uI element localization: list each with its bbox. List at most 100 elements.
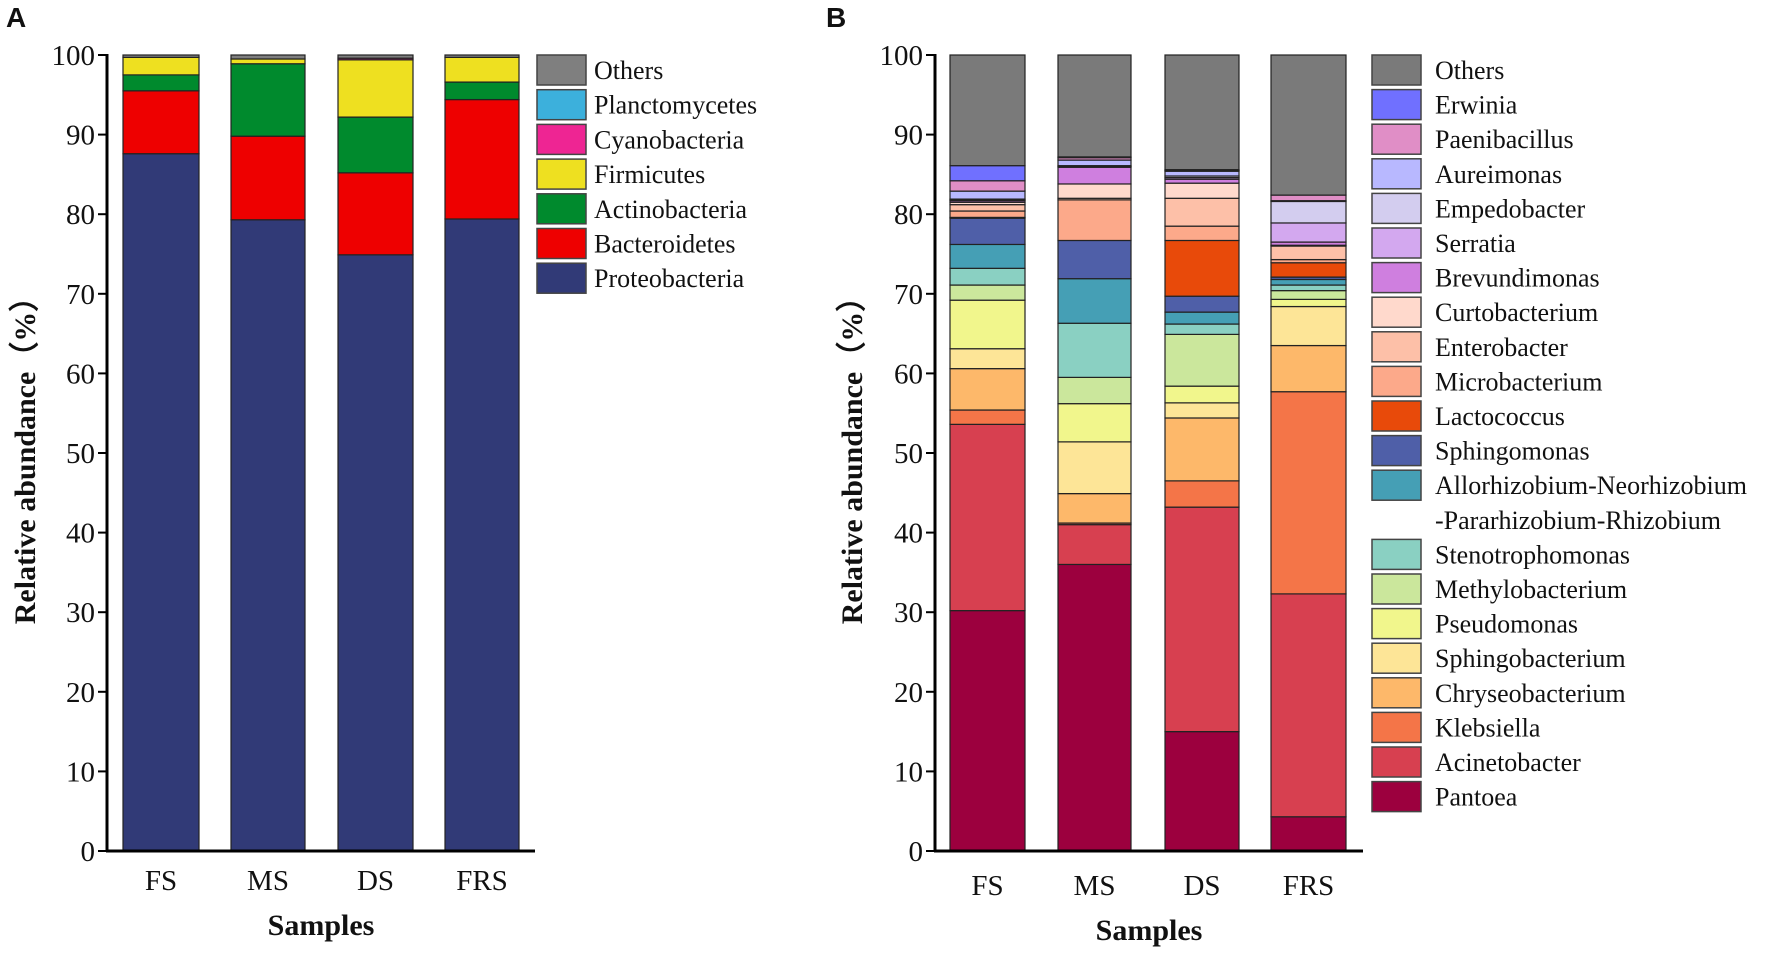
legend-item: Actinobacteria [536,193,747,225]
legend-item: Planctomycetes [536,88,757,121]
legend-swatch [1371,746,1422,778]
bar-segment [1164,506,1240,733]
legend-swatch [1371,54,1422,86]
bar-stack-fs [122,54,200,852]
legend-item: Firmicutes [536,158,705,190]
y-tick-label: 70 [894,279,923,311]
y-tick-label: 100 [880,40,924,72]
legend-label: Firmicutes [594,160,705,189]
legend-swatch [1371,261,1422,294]
bar-segment [1270,816,1347,852]
x-tick-label: FRS [456,865,508,897]
bar-segment [1270,245,1347,261]
bar-segment [949,54,1026,167]
panel-label: B [826,2,846,33]
legend-item: Microbacterium [1371,365,1603,398]
bar-segment [1164,730,1240,852]
y-tick-label: 50 [894,438,923,470]
legend-label: Serratia [1435,229,1516,258]
bar-segment [949,610,1026,852]
legend-swatch [1371,365,1422,398]
bar-segment [1057,199,1132,242]
bar-segment [122,56,200,76]
bar-segment [1164,333,1240,387]
bar-segment [1270,344,1347,393]
legend-item: Enterobacter [1371,331,1568,363]
legend-swatch [536,227,587,260]
legend-swatch [1371,123,1422,155]
legend-swatch [1371,469,1422,501]
bar-segment [1164,54,1240,171]
x-tick-label: MS [247,865,289,897]
chart-panel-a: A FS MS DS FRS 0 10 20 30 40 50 60 70 80 90 100 Samples R… [6,2,757,942]
bar-segment [1057,524,1132,566]
legend-label: Cyanobacteria [594,125,745,154]
legend-swatch [1371,400,1422,432]
legend-label: Aureimonas [1435,160,1562,189]
y-tick-label: 60 [894,358,923,390]
bar-segment [949,180,1026,192]
bar-segment [949,210,1026,218]
y-tick-label: 0 [909,836,924,868]
legend-swatch [536,88,587,121]
bar-segment [230,63,306,137]
bar-stack-ds [1164,54,1240,852]
y-tick-label: 0 [81,836,96,868]
legend: Others Planctomycetes Cyanobacteria Firmicu… [536,54,757,294]
bar-segment [230,58,306,65]
legend-item: Allorhizobium-Neorhizobium -Pararhizobium… [1371,469,1747,535]
x-axis-title: Samples [268,909,375,942]
legend-label: Bacteroidetes [594,230,736,259]
y-tick-label: 10 [66,756,95,788]
y-axis-title: Relative abundance（%） [8,282,42,625]
bar-segment [1057,322,1132,378]
bar-segment [1164,385,1240,404]
bar-segment [1270,284,1347,292]
bar-segment [1057,492,1132,524]
bar-segment [1164,197,1240,227]
bar-segment [230,54,306,60]
bar-segment [1164,295,1240,313]
bar-segment [1270,262,1347,278]
bar-segment [122,90,200,155]
legend-item: Proteobacteria [536,262,745,294]
bar-segment [1270,290,1347,300]
x-tick-label: DS [357,865,394,897]
legend-swatch [1371,538,1422,571]
bar-segment [230,219,306,852]
legend-swatch [1371,607,1422,640]
y-tick-label: 40 [66,518,95,550]
panel-label: A [6,2,26,33]
legend-item: Sphingomonas [1371,434,1590,467]
y-tick-label: 90 [66,120,95,152]
y-tick-label: 30 [66,597,95,629]
legend-swatch [1371,711,1422,744]
bar-segment [1270,194,1347,202]
legend-label: Proteobacteria [594,264,745,293]
legend-swatch [1371,677,1422,709]
bar-stack-frs [444,54,520,852]
legend-item: Acinetobacter [1371,746,1581,778]
legend-label: Chryseobacterium [1435,679,1626,708]
bar-segment [1164,170,1240,177]
y-tick-label: 100 [52,40,96,72]
legend-item: Empedobacter [1371,192,1585,225]
bar-segment [949,348,1026,370]
bar-segment [1057,183,1132,199]
legend-item: Curtobacterium [1371,296,1598,328]
legend-label: Klebsiella [1435,713,1541,742]
bar-segment [1270,305,1347,347]
bar-segment [1057,376,1132,405]
legend-label: Methylobacterium [1435,575,1627,604]
legend-label: Others [594,56,663,85]
bar-segment [949,204,1026,212]
legend-label: Enterobacter [1435,333,1568,362]
x-tick-label: FS [145,865,177,897]
legend-label: Actinobacteria [594,195,747,224]
legend-swatch [1371,642,1422,674]
bar-segment [1164,417,1240,482]
y-tick-label: 60 [66,358,95,390]
bar-segment [1057,278,1132,324]
y-tick-label: 20 [894,677,923,709]
